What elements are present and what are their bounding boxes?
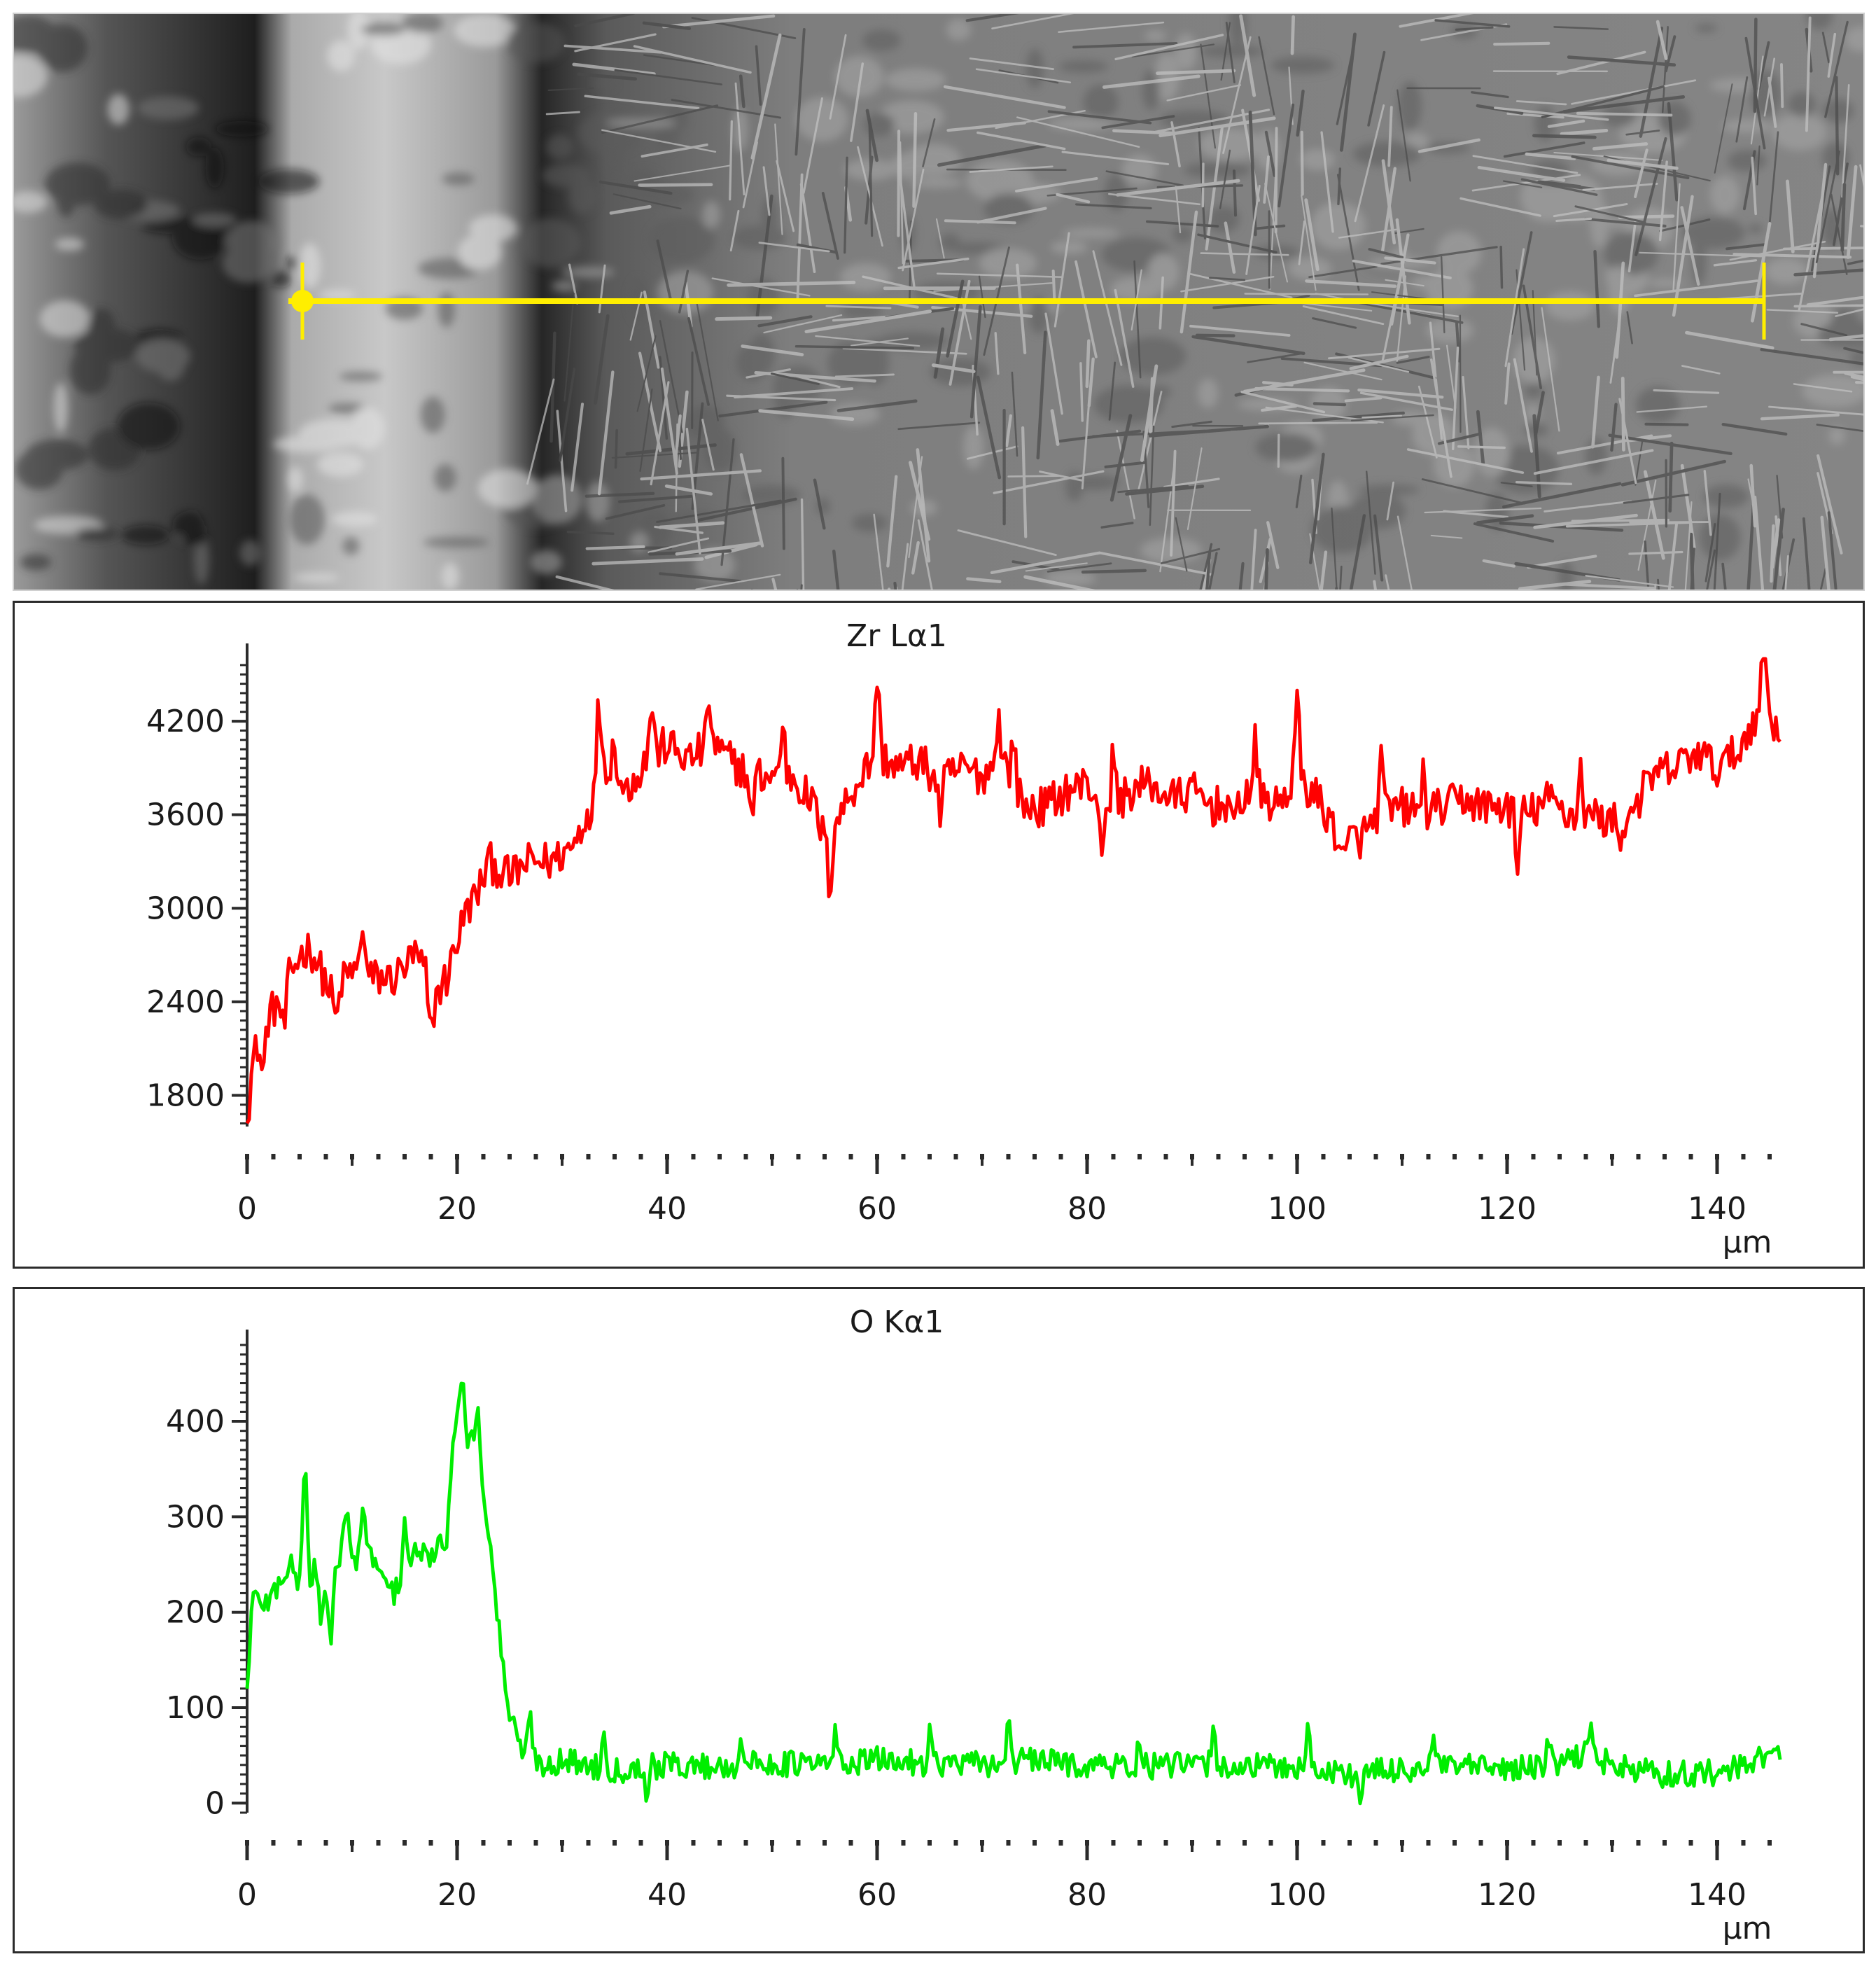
x-tick-label: 0: [237, 1191, 257, 1227]
series-line: [245, 1381, 1782, 1806]
y-tick-label: 4200: [146, 704, 225, 739]
series-line: [245, 657, 1782, 1124]
x-tick-label: 140: [1688, 1877, 1746, 1913]
y-tick-label: 2400: [146, 984, 225, 1020]
x-tick-label: 20: [438, 1191, 477, 1227]
sem-image: [14, 14, 1863, 590]
x-tick-label: 80: [1068, 1877, 1107, 1913]
x-tick-label: 120: [1478, 1877, 1536, 1913]
y-tick-label: 300: [166, 1499, 225, 1535]
line-scan-marker: [288, 263, 1766, 340]
o-chart-svg: O Kα1 μm 0 100 200 300 400 0 20 40 60 80 100 120 140: [166, 1304, 1782, 1946]
y-tick-label: 0: [205, 1785, 225, 1821]
x-tick-label: 100: [1268, 1877, 1326, 1913]
x-tick-label: 140: [1688, 1191, 1746, 1227]
y-tick-label: 400: [166, 1404, 225, 1439]
line-scan-start-point: [291, 290, 314, 312]
x-axis-unit: μm: [1723, 1911, 1772, 1946]
y-tick-label: 1800: [146, 1078, 225, 1113]
x-tick-label: 20: [438, 1877, 477, 1913]
x-tick-label: 80: [1068, 1191, 1107, 1227]
zr-chart-svg: Zr Lα1 μm 1800 2400 3000 3600 4200 0 20 40 60 80 1…: [146, 618, 1782, 1260]
o-line-profile-chart: O Kα1 μm 0 100 200 300 400 0 20 40 60 80 100 120 140: [13, 1287, 1865, 1953]
x-tick-label: 120: [1478, 1191, 1536, 1227]
x-tick-label: 60: [858, 1877, 897, 1913]
x-axis-unit: μm: [1723, 1225, 1772, 1260]
chart-title: O Kα1: [850, 1304, 944, 1340]
zr-line-profile-chart: Zr Lα1 μm 1800 2400 3000 3600 4200 0 20 40 60 80 1…: [13, 601, 1865, 1269]
x-tick-label: 40: [648, 1191, 687, 1227]
y-tick-label: 3000: [146, 891, 225, 926]
x-tick-label: 60: [858, 1191, 897, 1227]
sem-micrograph: [13, 13, 1865, 591]
y-tick-label: 3600: [146, 797, 225, 833]
x-tick-label: 40: [648, 1877, 687, 1913]
y-tick-label: 100: [166, 1690, 225, 1726]
chart-title: Zr Lα1: [846, 618, 947, 654]
y-tick-label: 200: [166, 1595, 225, 1631]
x-tick-label: 0: [237, 1877, 257, 1913]
x-tick-label: 100: [1268, 1191, 1326, 1227]
